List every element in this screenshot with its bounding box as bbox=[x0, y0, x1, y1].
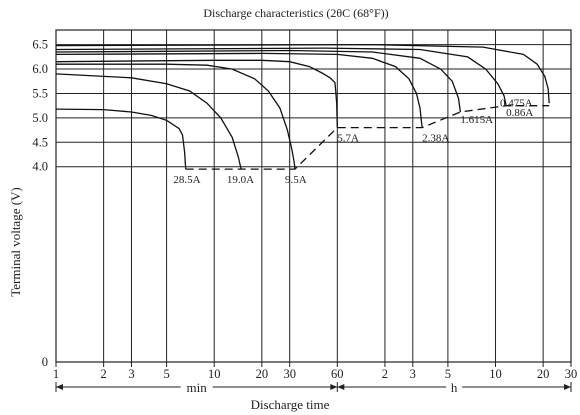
curve-label-9.5A: 9.5A bbox=[285, 174, 307, 186]
y-tick-label: 5.5 bbox=[32, 86, 48, 100]
y-tick-label: 6.5 bbox=[32, 38, 48, 52]
x-tick-label: 5 bbox=[163, 367, 169, 381]
curve-19.0A bbox=[55, 73, 242, 170]
curve-28.5A bbox=[55, 108, 187, 170]
y-tick-label: 6.0 bbox=[32, 62, 48, 76]
y-tick-label: 4.5 bbox=[32, 135, 48, 149]
plot-frame bbox=[55, 29, 572, 363]
arrow-right-icon bbox=[564, 384, 571, 390]
y-tick-labels: 0 4.0 4.5 5.0 5.5 6.0 6.5 bbox=[32, 38, 48, 369]
time-unit-axis: min h bbox=[55, 379, 572, 395]
curve-0.86A bbox=[55, 47, 507, 106]
curve-9.5A bbox=[56, 63, 296, 170]
x-tick-label: 5 bbox=[445, 367, 451, 381]
x-tick-label: 3 bbox=[128, 367, 134, 381]
arrow-left-icon bbox=[337, 384, 345, 390]
x-tick-label: 2 bbox=[100, 367, 106, 381]
curve-1.615A bbox=[55, 49, 462, 113]
y-tick-label: 4.0 bbox=[32, 160, 48, 174]
cutoff-voltage-line bbox=[185, 105, 550, 170]
x-tick-label: 10 bbox=[208, 367, 221, 381]
x-axis-label: Discharge time bbox=[251, 397, 330, 412]
arrow-right-icon bbox=[330, 384, 338, 390]
x-tick-label: 20 bbox=[256, 367, 269, 381]
min-unit-label: min bbox=[187, 380, 208, 395]
curve-label-19.0A: 19.0A bbox=[227, 174, 254, 186]
x-tick-label: 30 bbox=[283, 367, 296, 381]
curve-2.38A bbox=[55, 52, 423, 128]
chart-title: Discharge characteristics (2θC (68°F)) bbox=[203, 6, 388, 20]
x-tick-labels: 1 2 3 5 10 20 30 60 2 3 5 10 20 30 bbox=[53, 367, 577, 381]
chart-grid bbox=[55, 30, 572, 367]
x-tick-label: 1 bbox=[53, 367, 59, 381]
discharge-curves bbox=[55, 43, 550, 170]
x-tick-label: 60 bbox=[331, 367, 344, 381]
h-unit-label: h bbox=[451, 380, 458, 395]
curve-label-2.38A: 2.38A bbox=[422, 132, 449, 144]
x-tick-label: 2 bbox=[382, 367, 388, 381]
h-label-bg bbox=[446, 379, 463, 395]
curve-label-5.7A: 5.7A bbox=[337, 132, 359, 144]
x-tick-label: 20 bbox=[537, 367, 550, 381]
curve-label-1.615A: 1.615A bbox=[460, 114, 493, 126]
curve-label-28.5A: 28.5A bbox=[173, 174, 200, 186]
arrow-left-icon bbox=[56, 384, 63, 390]
x-tick-label: 10 bbox=[489, 367, 502, 381]
x-tick-label: 3 bbox=[410, 367, 416, 381]
y-axis-label: Terminal voltage (V) bbox=[8, 187, 23, 297]
curve-5.7A bbox=[55, 59, 338, 128]
curve-0.475A bbox=[55, 43, 550, 104]
y-tick-label: 0 bbox=[42, 355, 48, 369]
min-label-bg bbox=[180, 379, 213, 395]
curve-label-0.475A: 0.475A bbox=[500, 97, 533, 109]
y-tick-label: 5.0 bbox=[32, 111, 48, 125]
x-tick-label: 30 bbox=[565, 367, 578, 381]
curve-label-0.86A: 0.86A bbox=[506, 107, 533, 119]
